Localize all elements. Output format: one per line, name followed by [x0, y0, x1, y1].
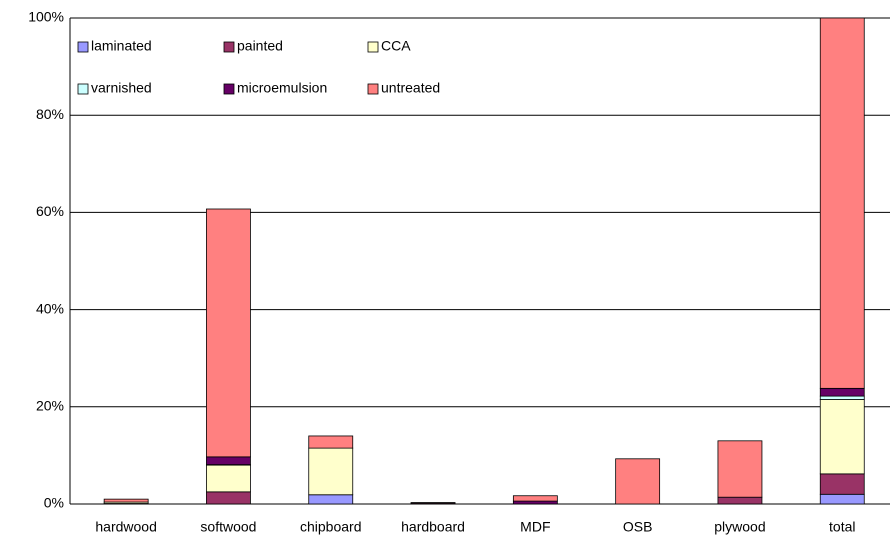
bar-segment [512, 500, 558, 505]
legend-label: painted [237, 38, 283, 54]
x-tick-label: MDF [520, 519, 550, 535]
legend-label: laminated [91, 38, 152, 54]
bar-segment [615, 458, 661, 505]
bar-segment [206, 491, 251, 505]
bar-segment [308, 494, 354, 505]
legend-swatch [367, 41, 379, 53]
bar-segment [819, 493, 865, 505]
bar-segment [819, 473, 865, 495]
legend-swatch [223, 41, 235, 53]
bar-segment [819, 395, 865, 400]
bar-segment [206, 456, 251, 466]
bar-segment [819, 387, 865, 397]
legend-label: microemulsion [237, 80, 327, 96]
bar-segment [103, 498, 149, 503]
bar-segment [308, 447, 354, 496]
x-tick-label: hardboard [401, 519, 465, 535]
bar-segment [717, 496, 763, 505]
bar-segment [819, 399, 865, 475]
bar-segment [206, 464, 251, 493]
y-tick-label: 60% [36, 203, 64, 219]
x-tick-label: plywood [714, 519, 765, 535]
y-tick-label: 0% [44, 495, 64, 511]
x-tick-label: softwood [200, 519, 256, 535]
legend-swatch [77, 83, 89, 95]
legend-swatch [77, 41, 89, 53]
legend-label: untreated [381, 80, 440, 96]
x-tick-label: hardwood [95, 519, 157, 535]
y-tick-label: 80% [36, 106, 64, 122]
y-tick-label: 40% [36, 300, 64, 316]
x-tick-label: total [829, 519, 855, 535]
y-tick-label: 20% [36, 398, 64, 414]
legend-label: CCA [381, 38, 411, 54]
bar-segment [512, 495, 558, 502]
x-tick-label: chipboard [300, 519, 362, 535]
x-tick-label: OSB [623, 519, 653, 535]
legend-swatch [223, 83, 235, 95]
y-tick-label: 100% [28, 9, 64, 25]
legend-label: varnished [91, 80, 152, 96]
bar-segment [308, 435, 354, 449]
bar-segment [819, 17, 865, 389]
legend-swatch [367, 83, 379, 95]
bar-segment [206, 208, 251, 458]
bar-segment [717, 440, 763, 498]
